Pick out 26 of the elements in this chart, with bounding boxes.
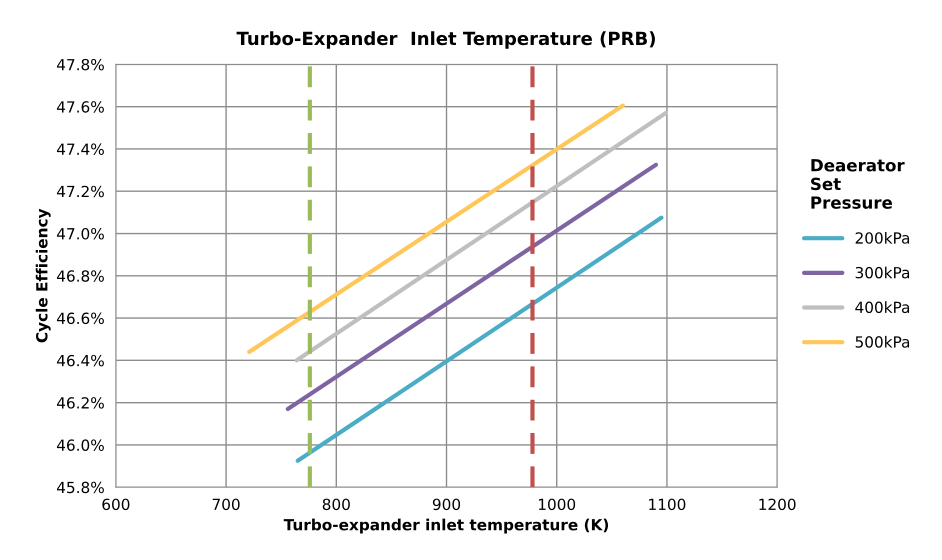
y-tick-label: 46.8% xyxy=(56,270,104,282)
y-tick-label: 47.6% xyxy=(56,101,104,113)
x-tick-label: 1100 xyxy=(649,498,686,510)
x-tick-label: 800 xyxy=(322,498,350,510)
x-tick-label: 900 xyxy=(432,498,460,510)
legend-label: 200kPa xyxy=(856,232,910,244)
y-tick-label: 45.8% xyxy=(56,482,104,494)
y-tick-label: 46.2% xyxy=(56,397,104,409)
y-tick-label: 46.4% xyxy=(56,354,104,366)
legend-label: 400kPa xyxy=(855,301,910,314)
y-tick-label: 47.8% xyxy=(56,58,104,70)
x-tick-label: 700 xyxy=(212,498,240,510)
x-tick-label: 600 xyxy=(102,498,130,510)
y-tick-label: 47.4% xyxy=(56,143,104,155)
x-axis-title: Turbo-expander inlet temperature (K) xyxy=(284,518,608,534)
x-tick-label: 1200 xyxy=(759,498,796,510)
y-tick-label: 47.2% xyxy=(56,186,104,198)
y-axis-title: Cycle Efficiency xyxy=(36,208,51,342)
y-tick-label: 46.6% xyxy=(56,312,104,324)
y-tick-label: 47.0% xyxy=(56,228,104,240)
legend-label: 300kPa xyxy=(856,266,910,278)
legend-title: Deaerator Set Pressure xyxy=(811,159,905,209)
chart-title: Turbo-Expander Inlet Temperature (PRB) xyxy=(236,31,655,49)
legend-label: 500kPa xyxy=(856,336,910,348)
y-tick-label: 46.0% xyxy=(56,439,104,451)
x-tick-label: 1000 xyxy=(538,498,576,510)
